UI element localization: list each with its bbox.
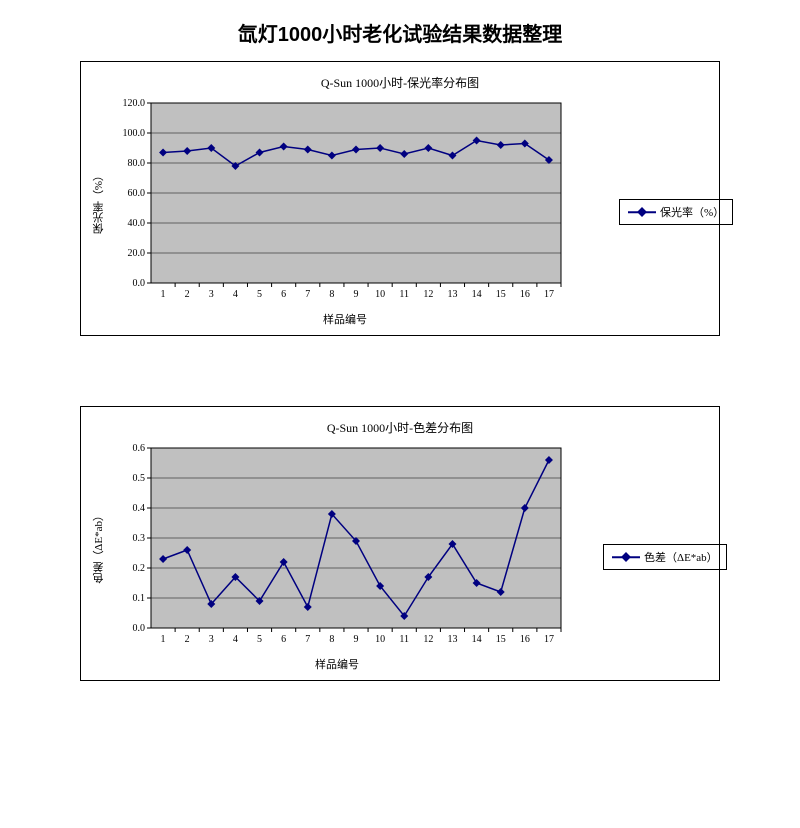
svg-text:0.4: 0.4 (133, 503, 146, 514)
chart1-legend: 保光率（%） (619, 199, 733, 225)
chart2-legend: 色差（ΔE*ab） (603, 544, 727, 570)
svg-text:0.3: 0.3 (133, 533, 146, 544)
svg-text:1: 1 (161, 289, 166, 300)
chart2-container: Q-Sun 1000小时-色差分布图 色差（ΔE*ab） 0.0 0.1 0.2 0.… (80, 406, 720, 681)
chart2-ylabel: 色差（ΔE*ab） (89, 510, 109, 584)
chart2-legend-swatch (612, 551, 640, 563)
svg-text:13: 13 (447, 634, 457, 645)
svg-text:60.0: 60.0 (128, 188, 146, 199)
svg-text:8: 8 (329, 634, 334, 645)
chart1-xlabel: 样品编号 (323, 311, 367, 327)
svg-text:20.0: 20.0 (128, 248, 146, 259)
svg-text:0.1: 0.1 (133, 593, 146, 604)
svg-text:100.0: 100.0 (123, 128, 146, 139)
svg-text:2: 2 (185, 634, 190, 645)
svg-text:0.2: 0.2 (133, 563, 146, 574)
svg-text:11: 11 (399, 289, 409, 300)
chart1-ylabel: 保光率（%） (89, 170, 109, 234)
svg-text:10: 10 (375, 289, 385, 300)
svg-text:1: 1 (161, 634, 166, 645)
svg-text:7: 7 (305, 289, 310, 300)
chart2-legend-label: 色差（ΔE*ab） (644, 549, 718, 565)
page-title: 氙灯1000小时老化试验结果数据整理 (0, 18, 800, 47)
svg-text:17: 17 (544, 289, 554, 300)
svg-text:17: 17 (544, 634, 554, 645)
svg-text:7: 7 (305, 634, 310, 645)
svg-text:5: 5 (257, 289, 262, 300)
chart2-plot: 0.00.10.20.30.40.50.61234567891011121314… (109, 442, 569, 652)
svg-text:11: 11 (399, 634, 409, 645)
svg-text:13: 13 (447, 289, 457, 300)
chart1-legend-swatch (628, 206, 656, 218)
svg-text:4: 4 (233, 634, 238, 645)
svg-text:16: 16 (520, 634, 530, 645)
svg-text:10: 10 (375, 634, 385, 645)
svg-text:5: 5 (257, 634, 262, 645)
svg-text:9: 9 (354, 634, 359, 645)
svg-text:12: 12 (423, 289, 433, 300)
svg-text:40.0: 40.0 (128, 218, 146, 229)
svg-text:15: 15 (496, 289, 506, 300)
svg-text:4: 4 (233, 289, 238, 300)
svg-text:0.5: 0.5 (133, 473, 146, 484)
chart2-title: Q-Sun 1000小时-色差分布图 (89, 419, 711, 436)
svg-text:14: 14 (472, 289, 482, 300)
chart1-title: Q-Sun 1000小时-保光率分布图 (89, 74, 711, 91)
svg-text:120.0: 120.0 (123, 98, 146, 109)
chart1-legend-label: 保光率（%） (660, 204, 724, 220)
svg-text:12: 12 (423, 634, 433, 645)
svg-text:0.6: 0.6 (133, 443, 146, 454)
svg-text:2: 2 (185, 289, 190, 300)
chart2-xlabel: 样品编号 (315, 656, 359, 672)
svg-text:16: 16 (520, 289, 530, 300)
svg-text:3: 3 (209, 634, 214, 645)
svg-text:80.0: 80.0 (128, 158, 146, 169)
svg-text:0.0: 0.0 (133, 623, 146, 634)
svg-text:0.0: 0.0 (133, 278, 146, 289)
svg-text:15: 15 (496, 634, 506, 645)
chart1-container: Q-Sun 1000小时-保光率分布图 保光率（%） 0.0 20.0 40.0 60… (80, 61, 720, 336)
svg-text:3: 3 (209, 289, 214, 300)
svg-text:6: 6 (281, 289, 286, 300)
svg-text:6: 6 (281, 634, 286, 645)
svg-text:9: 9 (354, 289, 359, 300)
svg-text:14: 14 (472, 634, 482, 645)
svg-text:8: 8 (329, 289, 334, 300)
chart1-plot: 0.020.040.060.080.0100.0120.012345678910… (109, 97, 569, 307)
